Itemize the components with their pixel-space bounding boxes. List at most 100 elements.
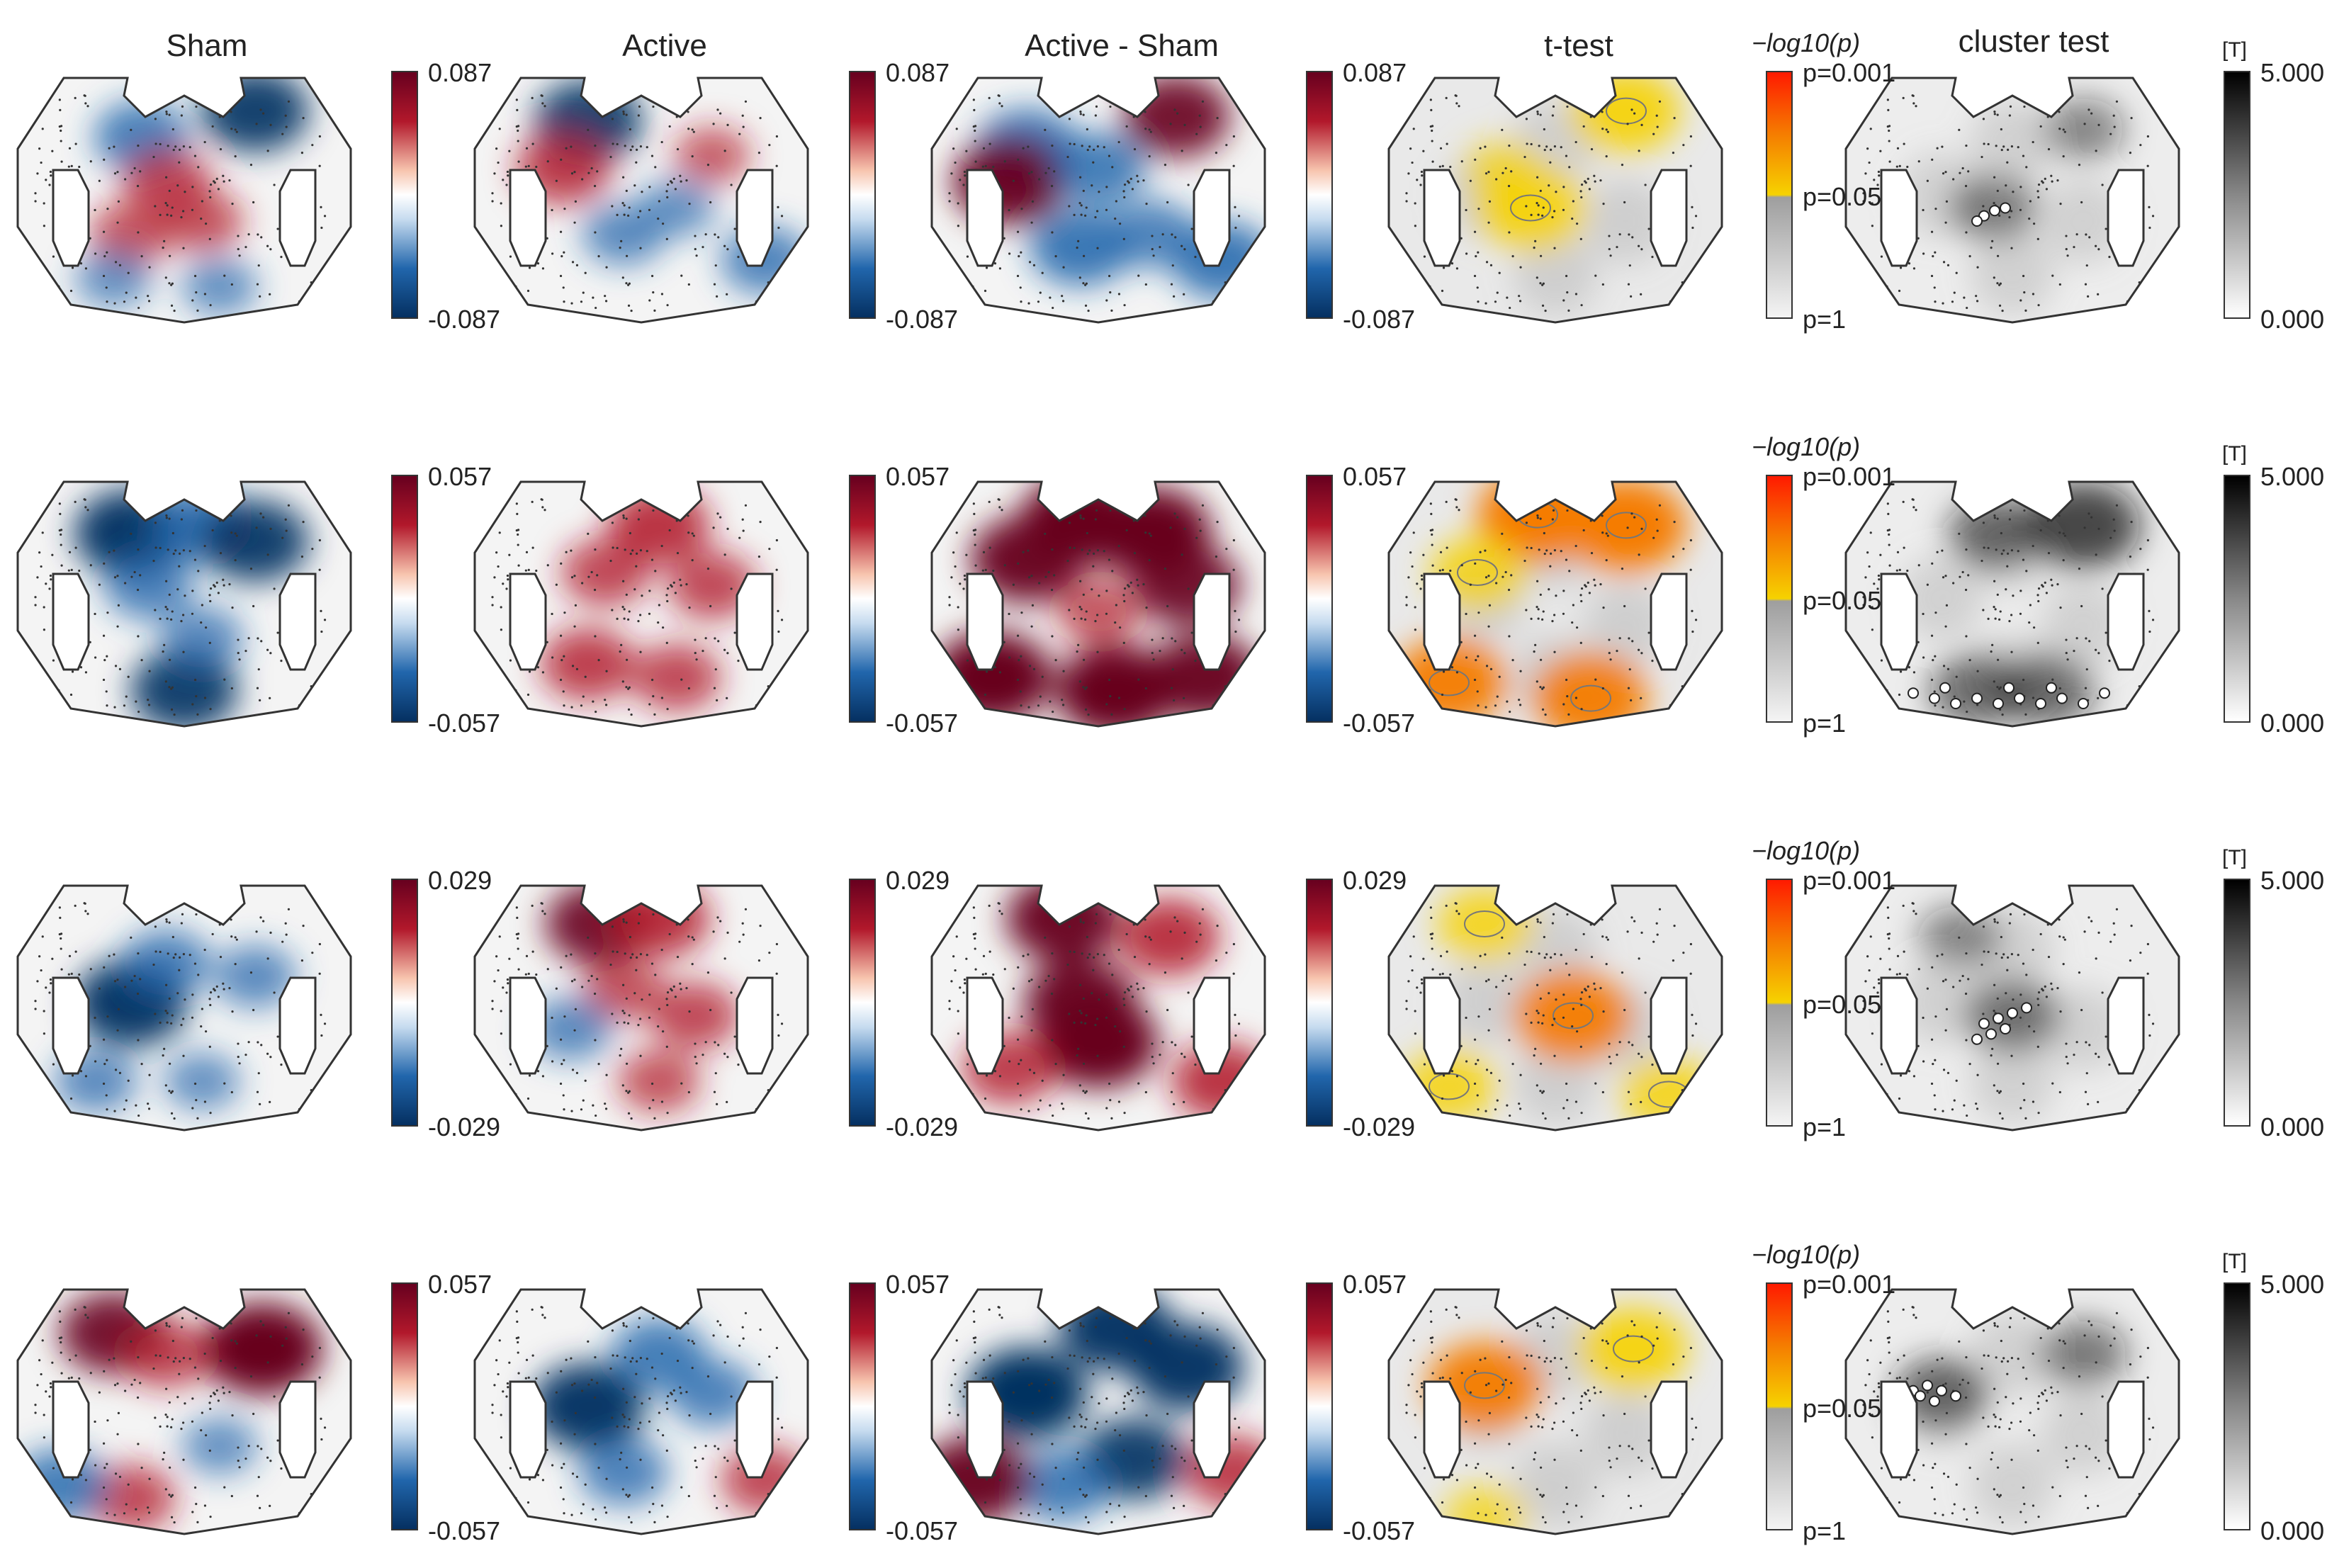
sensor-dot: [209, 304, 212, 307]
sensor-dot: [41, 128, 44, 130]
sensor-dot: [1237, 1022, 1241, 1025]
sensor-dot: [1944, 625, 1947, 628]
sensor-dot: [662, 222, 665, 225]
sensor-dot: [1534, 1047, 1537, 1050]
sensor-dot: [1630, 1102, 1633, 1105]
sensor-dot: [68, 1358, 72, 1361]
sensor-dot: [1105, 1511, 1108, 1513]
sensor-dot: [665, 237, 668, 240]
sensor-dot: [67, 165, 70, 168]
sensor-dot: [1899, 670, 1903, 673]
sensor-dot: [2019, 1397, 2022, 1400]
sensor-dot: [1571, 1025, 1574, 1028]
sensor-dot: [2036, 998, 2039, 1000]
sensor-dot: [972, 1336, 975, 1340]
sensor-dot: [1047, 1378, 1050, 1382]
sensor-dot: [1079, 517, 1082, 519]
sensor-dot: [984, 1376, 987, 1380]
sensor-dot: [623, 1021, 626, 1024]
sensor-dot: [2008, 1428, 2011, 1431]
sensor-dot: [238, 1062, 241, 1065]
sensor-dot: [1411, 1372, 1414, 1376]
sensor-dot: [1562, 1511, 1565, 1513]
sensor-dot: [165, 514, 168, 517]
pvalue-tick-label: p=0.001: [1803, 866, 1896, 895]
sensor-dot: [1465, 1420, 1467, 1423]
sensor-dot: [1878, 174, 1881, 177]
sensor-dot: [1541, 304, 1545, 307]
sensor-dot: [182, 650, 185, 653]
sensor-dot: [1945, 604, 1949, 607]
sensor-dot: [2001, 1117, 2004, 1120]
sensor-dot: [555, 1391, 558, 1394]
sensor-dot: [1044, 1383, 1047, 1386]
sensor-dot: [1876, 991, 1879, 994]
sensor-dot: [222, 584, 225, 587]
sensor-dot: [1638, 244, 1640, 247]
sensor-dot: [691, 1367, 694, 1370]
sensor-dot: [1605, 532, 1608, 535]
sensor-dot: [1694, 1022, 1698, 1025]
sensor-dot: [574, 200, 577, 203]
sensor-dot: [1064, 908, 1067, 911]
sensor-dot: [234, 1340, 237, 1343]
sensor-dot: [213, 584, 215, 587]
sensor-dot: [1137, 1392, 1139, 1394]
sensor-dot: [741, 1522, 745, 1525]
sensor-dot: [1144, 283, 1147, 286]
sensor-dot: [1108, 1366, 1111, 1369]
sensor-dot: [2109, 1344, 2112, 1347]
sensor-dot: [1032, 1475, 1036, 1478]
sensor-dot: [1028, 1472, 1032, 1475]
sensor-dot: [1181, 1456, 1183, 1459]
sensor-dot: [1868, 565, 1871, 568]
sensor-dot: [1980, 1367, 1983, 1370]
sensor-dot: [1975, 295, 1978, 298]
sensor-dot: [1431, 714, 1435, 716]
sensor-dot: [998, 1116, 1002, 1119]
sensor-dot: [1580, 587, 1584, 590]
sensor-dot: [524, 569, 527, 572]
sensor-dot: [1129, 177, 1132, 181]
sensor-dot: [694, 1459, 697, 1462]
sensor-dot: [543, 913, 546, 915]
sensor-dot: [1082, 997, 1085, 1000]
sensor-dot: [660, 1100, 664, 1103]
sensor-dot: [2012, 594, 2015, 597]
sensor-dot: [541, 1314, 544, 1316]
sensor-dot: [962, 1395, 965, 1398]
sensor-dot: [974, 140, 976, 142]
sensor-dot: [1976, 1511, 1979, 1514]
sensor-dot: [228, 179, 231, 182]
sensor-dot: [777, 1092, 780, 1095]
sensor-dot: [1405, 1411, 1408, 1414]
sensor-dot: [1123, 196, 1126, 199]
sensor-dot: [695, 658, 698, 661]
sensor-dot: [2130, 520, 2133, 524]
sensor-dot: [1551, 1428, 1554, 1431]
sensor-dot: [1898, 568, 1901, 572]
sensor-dot: [2101, 991, 2104, 994]
sensor-dot: [952, 1359, 955, 1362]
sensor-dot: [1430, 512, 1433, 515]
sensor-dot: [666, 708, 669, 711]
sensor-dot: [1439, 551, 1443, 553]
sensor-dot: [1906, 1377, 1909, 1380]
sensor-dot: [1473, 634, 1477, 637]
sensor-dot: [593, 992, 597, 995]
sensor-dot: [1998, 1112, 2002, 1115]
sensor-dot: [1898, 289, 1901, 293]
sensor-dot: [509, 659, 512, 662]
topomap-r3-c4: [1844, 1288, 2180, 1535]
sensor-dot: [211, 1336, 214, 1340]
sensor-dot: [1431, 140, 1433, 142]
sensor-dot: [1047, 167, 1050, 170]
sensor-dot: [1050, 1396, 1054, 1399]
sensor-dot: [1016, 1038, 1020, 1041]
activation-blob-1: [122, 930, 211, 997]
sensor-dot: [738, 132, 741, 135]
sensor-dot: [2044, 1389, 2046, 1392]
sensor-dot: [497, 1372, 500, 1376]
sensor-dot: [628, 610, 631, 613]
sensor-dot: [1163, 1375, 1167, 1378]
